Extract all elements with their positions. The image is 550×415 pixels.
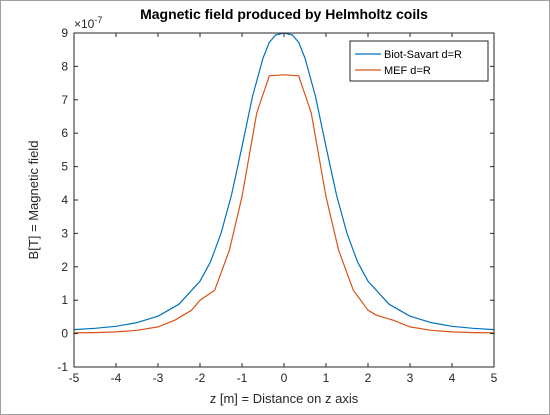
- y-tick-label-2: 1: [61, 293, 68, 307]
- y-tick-label-8: 7: [61, 93, 68, 107]
- chart-title: Magnetic field produced by Helmholtz coi…: [140, 6, 428, 22]
- x-tick-label-4: -1: [237, 371, 248, 385]
- y-exponent-power: -7: [94, 15, 102, 25]
- y-tick-label-1: 0: [61, 327, 68, 341]
- legend-box: [349, 40, 489, 82]
- x-axis-label: z [m] = Distance on z axis: [210, 391, 359, 406]
- x-tick-label-10: 5: [491, 371, 498, 385]
- legend-label-biot-savart: Biot-Savart d=R: [384, 49, 462, 61]
- x-tick-label-3: -2: [195, 371, 206, 385]
- x-tick-label-1: -4: [111, 371, 122, 385]
- x-tick-label-0: -5: [69, 371, 80, 385]
- y-tick-label-6: 5: [61, 160, 68, 174]
- x-tick-label-6: 1: [323, 371, 330, 385]
- y-axis-exponent: ×10-7: [74, 15, 102, 31]
- x-tick-label-9: 4: [449, 371, 456, 385]
- x-tick-label-2: -3: [153, 371, 164, 385]
- tick-layer: -5 -4 -3 -2 -1 0 1 2 3 4 5 -1 0 1 2 3 4 5 6 7 8 9: [57, 26, 497, 385]
- x-tick-label-8: 3: [407, 371, 414, 385]
- y-tick-label-4: 3: [61, 226, 68, 240]
- y-tick-label-10: 9: [61, 26, 68, 40]
- y-tick-label-9: 8: [61, 59, 68, 73]
- y-tick-label-5: 4: [61, 193, 68, 207]
- y-tick-label-0: -1: [57, 360, 68, 374]
- plot-area: [74, 33, 494, 367]
- y-exponent-prefix: ×10: [74, 17, 95, 31]
- x-tick-label-5: 0: [281, 371, 288, 385]
- series-line-1: [73, 74, 495, 334]
- y-axis-label: B[T] = Magnetic field: [26, 141, 41, 260]
- legend-label-mef: MEF d=R: [384, 65, 431, 77]
- legend: Biot-Savart d=R MEF d=R: [349, 40, 489, 82]
- y-tick-label-3: 2: [61, 260, 68, 274]
- y-tick-label-7: 6: [61, 126, 68, 140]
- x-tick-label-7: 2: [365, 371, 372, 385]
